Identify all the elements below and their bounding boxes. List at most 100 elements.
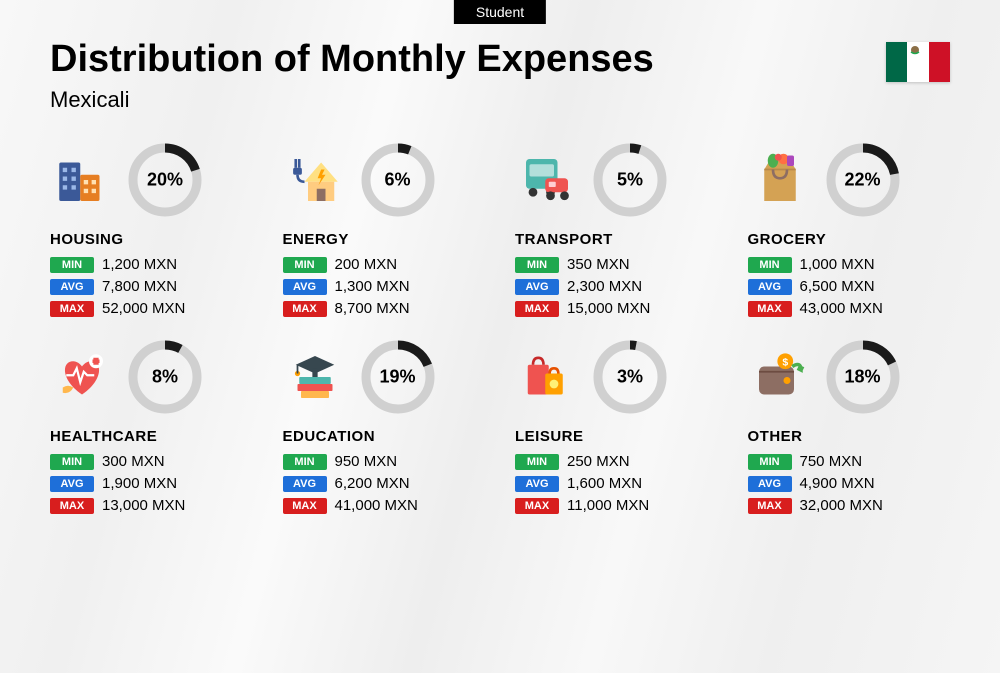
max-badge: MAX [50, 498, 94, 514]
grocery-icon [748, 148, 812, 212]
stat-avg: AVG 7,800 MXN [50, 278, 253, 295]
min-badge: MIN [283, 257, 327, 273]
max-value: 32,000 MXN [800, 497, 883, 514]
stat-max: MAX 11,000 MXN [515, 497, 718, 514]
stat-min: MIN 250 MXN [515, 453, 718, 470]
min-value: 350 MXN [567, 256, 630, 273]
categories-grid: 20% HOUSING MIN 1,200 MXN AVG 7,800 MXN … [0, 113, 1000, 539]
min-badge: MIN [515, 454, 559, 470]
pct-ring: 19% [361, 340, 435, 414]
stat-max: MAX 52,000 MXN [50, 300, 253, 317]
min-badge: MIN [50, 454, 94, 470]
category-header: 3% [515, 340, 718, 414]
max-value: 8,700 MXN [335, 300, 410, 317]
stat-min: MIN 350 MXN [515, 256, 718, 273]
max-badge: MAX [515, 301, 559, 317]
category-name: HOUSING [50, 231, 253, 248]
stat-avg: AVG 1,300 MXN [283, 278, 486, 295]
header: Distribution of Monthly Expenses Mexical… [0, 0, 1000, 113]
avg-value: 7,800 MXN [102, 278, 177, 295]
max-value: 13,000 MXN [102, 497, 185, 514]
avg-badge: AVG [748, 476, 792, 492]
stat-min: MIN 1,000 MXN [748, 256, 951, 273]
stat-min: MIN 300 MXN [50, 453, 253, 470]
avg-badge: AVG [515, 279, 559, 295]
min-value: 250 MXN [567, 453, 630, 470]
pct-ring: 6% [361, 143, 435, 217]
stat-max: MAX 8,700 MXN [283, 300, 486, 317]
stat-min: MIN 200 MXN [283, 256, 486, 273]
category-name: EDUCATION [283, 428, 486, 445]
pct-ring: 5% [593, 143, 667, 217]
max-value: 15,000 MXN [567, 300, 650, 317]
category-header: 6% [283, 143, 486, 217]
avg-badge: AVG [515, 476, 559, 492]
min-badge: MIN [515, 257, 559, 273]
city-name: Mexicali [50, 87, 950, 113]
avg-badge: AVG [50, 476, 94, 492]
category-name: HEALTHCARE [50, 428, 253, 445]
pct-value: 3% [617, 367, 643, 388]
page-title: Distribution of Monthly Expenses [50, 38, 950, 81]
min-badge: MIN [748, 257, 792, 273]
stat-avg: AVG 6,200 MXN [283, 475, 486, 492]
min-value: 1,000 MXN [800, 256, 875, 273]
svg-text:$: $ [782, 357, 788, 369]
category-header: 19% [283, 340, 486, 414]
stat-min: MIN 1,200 MXN [50, 256, 253, 273]
flag-stripe-3 [929, 42, 950, 82]
min-badge: MIN [50, 257, 94, 273]
stat-max: MAX 13,000 MXN [50, 497, 253, 514]
avg-value: 1,900 MXN [102, 475, 177, 492]
max-badge: MAX [748, 498, 792, 514]
category-other: $ 18% OTHER MIN 750 MXN AVG 4,900 MXN MA… [748, 340, 951, 519]
max-value: 43,000 MXN [800, 300, 883, 317]
category-grocery: 22% GROCERY MIN 1,000 MXN AVG 6,500 MXN … [748, 143, 951, 322]
max-badge: MAX [283, 498, 327, 514]
healthcare-icon [50, 345, 114, 409]
transport-icon [515, 148, 579, 212]
avg-value: 4,900 MXN [800, 475, 875, 492]
stat-avg: AVG 1,600 MXN [515, 475, 718, 492]
max-badge: MAX [515, 498, 559, 514]
pct-value: 5% [617, 170, 643, 191]
housing-icon [50, 148, 114, 212]
avg-badge: AVG [283, 279, 327, 295]
max-value: 41,000 MXN [335, 497, 418, 514]
category-name: TRANSPORT [515, 231, 718, 248]
category-name: LEISURE [515, 428, 718, 445]
stat-max: MAX 41,000 MXN [283, 497, 486, 514]
avg-badge: AVG [50, 279, 94, 295]
pct-ring: 22% [826, 143, 900, 217]
min-value: 750 MXN [800, 453, 863, 470]
pct-value: 18% [844, 367, 880, 388]
stat-avg: AVG 2,300 MXN [515, 278, 718, 295]
min-value: 200 MXN [335, 256, 398, 273]
flag-stripe-2 [907, 42, 928, 82]
max-value: 52,000 MXN [102, 300, 185, 317]
category-name: GROCERY [748, 231, 951, 248]
category-leisure: 3% LEISURE MIN 250 MXN AVG 1,600 MXN MAX… [515, 340, 718, 519]
category-education: 19% EDUCATION MIN 950 MXN AVG 6,200 MXN … [283, 340, 486, 519]
category-name: OTHER [748, 428, 951, 445]
avg-badge: AVG [283, 476, 327, 492]
avg-value: 1,600 MXN [567, 475, 642, 492]
pct-value: 20% [147, 170, 183, 191]
avg-value: 6,500 MXN [800, 278, 875, 295]
pct-value: 6% [384, 170, 410, 191]
pct-value: 19% [379, 367, 415, 388]
stat-max: MAX 15,000 MXN [515, 300, 718, 317]
avg-value: 2,300 MXN [567, 278, 642, 295]
pct-ring: 8% [128, 340, 202, 414]
category-transport: 5% TRANSPORT MIN 350 MXN AVG 2,300 MXN M… [515, 143, 718, 322]
category-header: 20% [50, 143, 253, 217]
category-header: 22% [748, 143, 951, 217]
stat-avg: AVG 4,900 MXN [748, 475, 951, 492]
avg-badge: AVG [748, 279, 792, 295]
avg-value: 6,200 MXN [335, 475, 410, 492]
min-badge: MIN [283, 454, 327, 470]
education-icon [283, 345, 347, 409]
pct-ring: 18% [826, 340, 900, 414]
pct-ring: 20% [128, 143, 202, 217]
stat-min: MIN 750 MXN [748, 453, 951, 470]
